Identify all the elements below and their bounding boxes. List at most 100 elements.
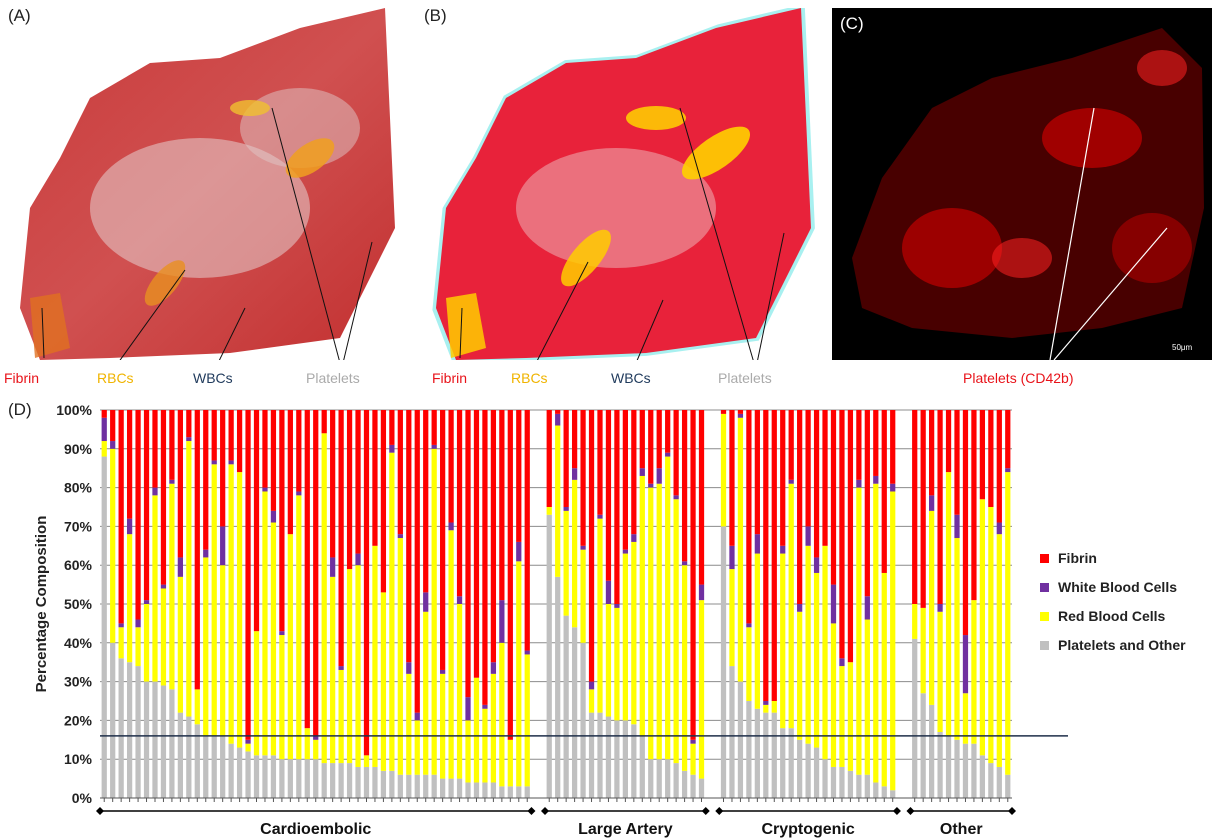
bar-segment (220, 410, 226, 527)
bar-segment (397, 538, 403, 775)
bar-segment (253, 631, 260, 756)
panel-a-label: (A) (8, 6, 31, 25)
bar-segment (813, 572, 820, 748)
bar-segment (588, 681, 595, 690)
bar-segment (135, 666, 141, 798)
bar-segment (482, 410, 488, 705)
bar-segment (881, 572, 887, 787)
bar-segment (890, 491, 896, 791)
bar-segment (788, 483, 794, 729)
bar-segment (830, 410, 837, 585)
bar-segment (330, 763, 336, 798)
bar-segment (160, 685, 167, 798)
bar-segment (330, 557, 336, 577)
bar-segment (169, 479, 175, 484)
bar-segment (720, 410, 727, 414)
bar-segment (681, 565, 688, 771)
bar-segment (346, 763, 353, 798)
bar-segment (698, 778, 705, 798)
bar-segment (563, 510, 569, 616)
bar-segment (245, 410, 251, 740)
bar-segment (929, 704, 935, 798)
bar-segment (890, 483, 896, 492)
bar-segment (864, 410, 870, 597)
bar-segment (945, 472, 952, 736)
bar-segment (681, 770, 688, 798)
bar-segment (754, 410, 760, 535)
bar-segment (1005, 472, 1011, 775)
bar-segment (737, 413, 744, 418)
bar-segment (754, 553, 760, 709)
bar-segment (363, 755, 370, 767)
bar-segment (962, 635, 969, 694)
bar-segment (101, 417, 107, 442)
bar-segment (389, 452, 395, 771)
bar-segment (338, 410, 344, 667)
bar-segment (737, 681, 744, 798)
bar-segment (135, 627, 141, 667)
bar-segment (822, 410, 828, 546)
bar-segment (524, 654, 530, 787)
bar-segment (555, 425, 561, 577)
bar-segment (763, 701, 769, 705)
bar-segment (571, 468, 578, 480)
bar-segment (194, 724, 200, 798)
bar-segment (597, 518, 603, 713)
bar-segment (1005, 410, 1011, 469)
caption-a-platelets: Platelets (306, 370, 360, 386)
bar-segment (126, 410, 133, 519)
bar-segment (929, 410, 935, 496)
bar-segment (169, 483, 175, 690)
bar-segment (152, 410, 158, 488)
bar-segment (152, 681, 158, 798)
bar-segment (788, 728, 794, 798)
bar-segment (279, 410, 285, 632)
bar-segment (729, 569, 735, 667)
bar-segment (571, 627, 578, 798)
bar-segment (143, 410, 150, 601)
bar-segment (177, 712, 183, 798)
bar-segment (321, 433, 327, 764)
bar-segment (330, 410, 336, 558)
bar-segment (830, 584, 837, 624)
bar-segment (355, 553, 361, 566)
bar-segment (270, 510, 277, 523)
bar-segment (490, 673, 497, 783)
bar-segment (228, 460, 234, 465)
bar-segment (287, 410, 293, 535)
bar-segment (397, 410, 403, 535)
bar-segment (847, 410, 854, 663)
bar-segment (423, 592, 429, 612)
bar-segment (588, 410, 595, 682)
bar-segment (681, 410, 688, 562)
bar-segment (563, 410, 569, 507)
bar-segment (313, 739, 319, 760)
bar-segment (954, 410, 960, 515)
bar-segment (313, 735, 319, 740)
bar-segment (597, 712, 603, 798)
bar-segment (622, 410, 628, 550)
bar-segment (465, 410, 471, 698)
bar-segment (152, 495, 158, 682)
bar-segment (490, 410, 497, 663)
bar-segment (873, 782, 879, 798)
bar-segment (813, 747, 820, 798)
bar-segment (110, 441, 116, 449)
group-label: Cardioembolic (260, 821, 371, 838)
bar-segment (580, 545, 586, 550)
y-tick-label: 80% (64, 480, 93, 496)
bar-segment (228, 743, 234, 798)
bar-segment (873, 475, 879, 484)
y-tick-label: 50% (64, 596, 93, 612)
bar-segment (101, 441, 107, 457)
bar-segment (729, 410, 735, 546)
bar-segment (279, 635, 285, 760)
bar-segment (698, 410, 705, 585)
bar-segment (118, 627, 124, 659)
bar-segment (1005, 774, 1011, 798)
bar-segment (456, 778, 463, 798)
bar-segment (380, 410, 387, 593)
bar-segment (177, 557, 183, 577)
bar-segment (355, 565, 361, 767)
group-label: Other (940, 821, 983, 838)
